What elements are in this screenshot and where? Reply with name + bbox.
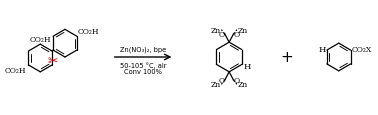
Text: CO₂H: CO₂H bbox=[29, 35, 51, 43]
Text: 50-105 °C, air: 50-105 °C, air bbox=[120, 61, 166, 68]
Text: CO₂H: CO₂H bbox=[5, 66, 26, 74]
Text: CO₂H: CO₂H bbox=[78, 28, 99, 36]
Text: Zn: Zn bbox=[211, 26, 221, 34]
Text: Zn: Zn bbox=[237, 81, 248, 89]
Text: CO₂X: CO₂X bbox=[352, 46, 372, 54]
Text: +: + bbox=[280, 50, 293, 65]
Text: Zn(NO₃)₂, bpe: Zn(NO₃)₂, bpe bbox=[120, 46, 166, 53]
Text: O: O bbox=[234, 76, 240, 84]
Text: Zn: Zn bbox=[237, 26, 248, 34]
Text: O: O bbox=[218, 76, 225, 84]
Text: O: O bbox=[234, 31, 240, 39]
Text: O: O bbox=[218, 31, 225, 39]
Text: H: H bbox=[243, 63, 251, 71]
Text: ✂: ✂ bbox=[47, 54, 58, 67]
Text: H: H bbox=[318, 46, 325, 54]
Text: Zn: Zn bbox=[211, 81, 221, 89]
Text: Conv 100%: Conv 100% bbox=[124, 68, 162, 74]
